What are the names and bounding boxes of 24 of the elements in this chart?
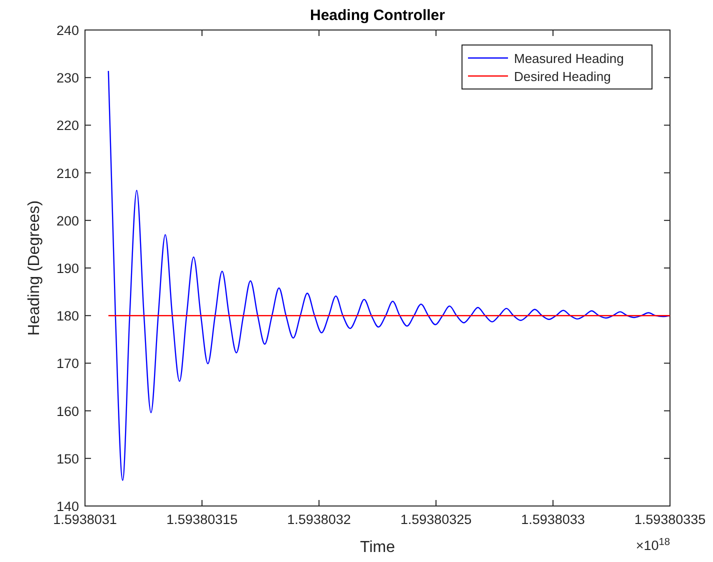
x-axis-title: Time	[360, 539, 396, 556]
y-tick-label: 240	[56, 23, 79, 38]
y-axis-title: Heading (Degrees)	[26, 200, 43, 336]
x-tick-label: 1.5938031	[53, 512, 117, 527]
y-tick-label: 150	[56, 451, 79, 466]
y-tick-label: 160	[56, 404, 79, 419]
y-tick-label: 170	[56, 356, 79, 372]
x-tick-label: 1.59380335	[634, 512, 706, 527]
x-tick-label: 1.5938033	[521, 512, 585, 527]
y-tick-label: 230	[56, 70, 79, 86]
chart-title: Heading Controller	[310, 7, 446, 24]
y-tick-label: 180	[56, 308, 79, 324]
y-tick-label: 220	[56, 118, 79, 134]
legend-label: Measured Heading	[514, 51, 624, 66]
x-tick-label: 1.59380315	[166, 512, 238, 527]
x-tick-label: 1.59380325	[400, 512, 472, 527]
x-tick-label: 1.5938032	[287, 512, 351, 527]
y-tick-label: 200	[56, 213, 79, 228]
y-tick-label: 140	[56, 499, 79, 514]
y-tick-label: 210	[56, 166, 79, 181]
legend-label: Desired Heading	[514, 69, 611, 84]
text: ×10$^{18}$	[636, 536, 670, 553]
line-series	[108, 70, 670, 481]
y-tick-label: 190	[56, 261, 79, 276]
